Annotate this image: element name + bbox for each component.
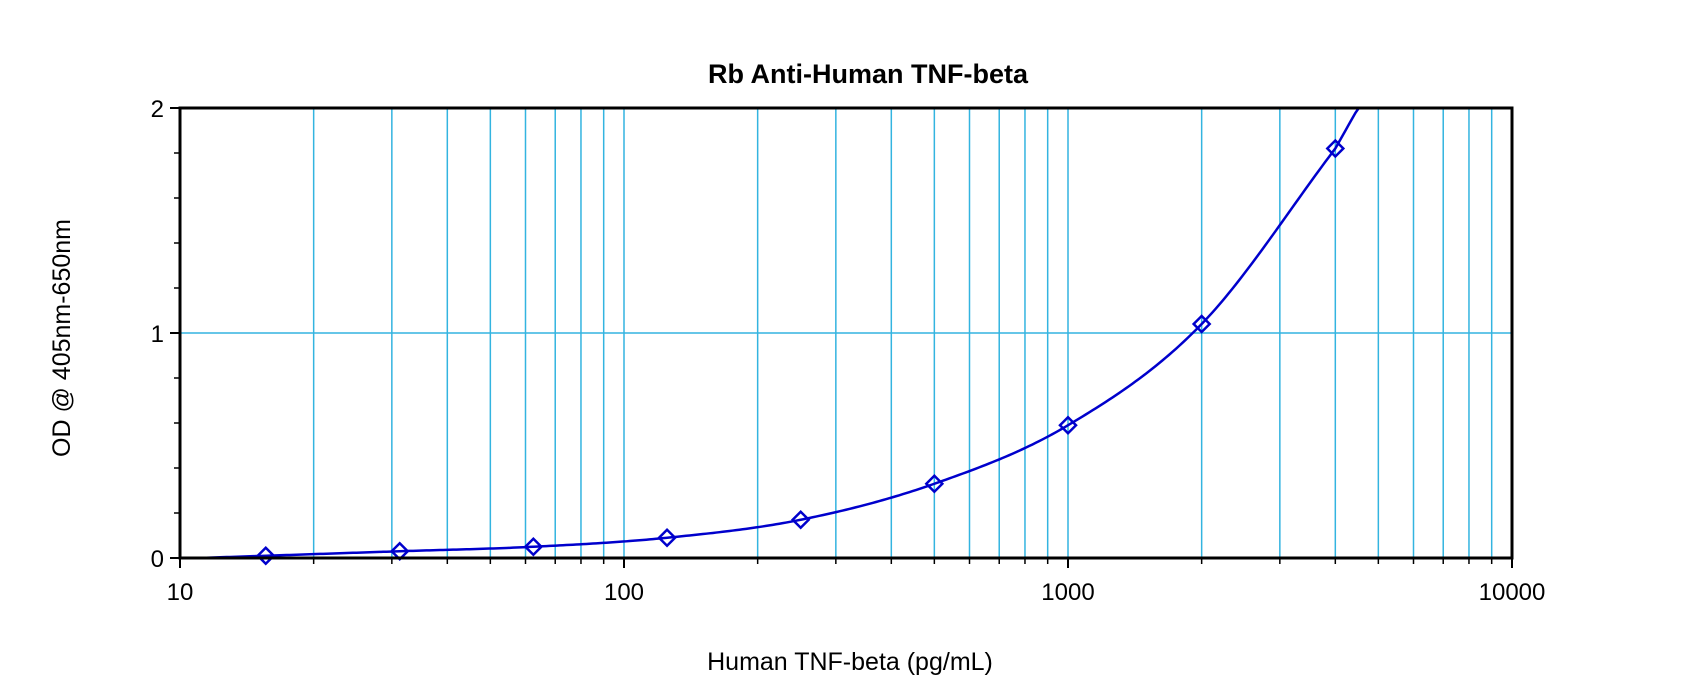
axis-ticks <box>170 107 1513 568</box>
data-point-marker <box>1191 314 1212 334</box>
data-point-marker <box>790 509 811 530</box>
data-point-marker <box>1058 415 1078 436</box>
y-tick-label: 2 <box>151 96 164 123</box>
y-tick-label: 1 <box>151 321 164 348</box>
y-axis-label: OD @ 405nm-650nm <box>48 219 76 457</box>
data-points <box>255 138 1346 566</box>
data-point-marker <box>924 473 945 494</box>
chart-title: Rb Anti-Human TNF-beta <box>708 59 1029 89</box>
x-tick-label: 100 <box>604 579 644 606</box>
data-point-marker <box>255 545 276 566</box>
x-axis-label: Human TNF-beta (pg/mL) <box>707 648 993 676</box>
x-tick-label: 10 <box>167 579 194 606</box>
fit-curve <box>180 107 1360 560</box>
x-tick-label: 1000 <box>1041 579 1094 606</box>
fit-curve-layer <box>180 107 1360 560</box>
data-point-marker <box>1325 138 1346 159</box>
grid <box>180 108 1512 558</box>
tick-labels: 10 100 1000 10000 0 1 2 <box>151 96 1546 606</box>
data-point-marker <box>523 536 544 557</box>
y-tick-label: 0 <box>151 546 164 573</box>
data-point-marker <box>657 527 677 548</box>
x-tick-label: 10000 <box>1479 579 1546 606</box>
